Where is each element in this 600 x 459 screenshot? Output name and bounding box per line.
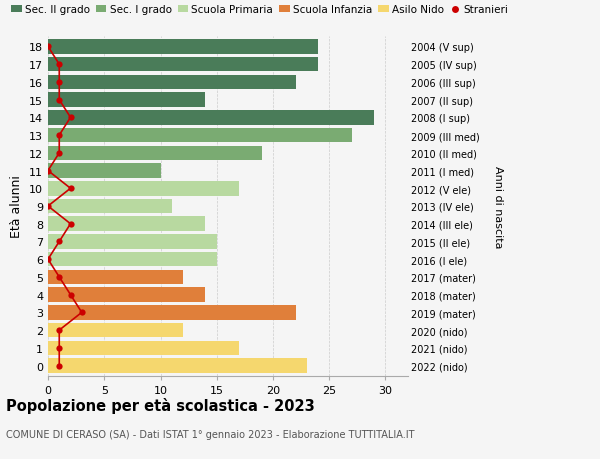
Y-axis label: Anni di nascita: Anni di nascita (493, 165, 503, 248)
Bar (48, 75, 296, 90)
Bar (48, 252, 217, 267)
Text: Popolazione per età scolastica - 2023: Popolazione per età scolastica - 2023 (6, 397, 315, 413)
Bar (48, 111, 374, 125)
Bar (48, 270, 183, 285)
Bar (48, 164, 161, 179)
Y-axis label: Età alunni: Età alunni (10, 175, 23, 238)
Bar (48, 182, 239, 196)
Bar (48, 40, 318, 55)
Bar (48, 235, 217, 249)
Bar (48, 288, 205, 302)
Bar (48, 199, 172, 214)
Bar (48, 58, 318, 72)
Bar (48, 93, 205, 108)
Legend: Sec. II grado, Sec. I grado, Scuola Primaria, Scuola Infanzia, Asilo Nido, Stran: Sec. II grado, Sec. I grado, Scuola Prim… (11, 5, 509, 15)
Bar (48, 341, 239, 355)
Bar (48, 358, 307, 373)
Bar (48, 323, 183, 338)
Text: COMUNE DI CERASO (SA) - Dati ISTAT 1° gennaio 2023 - Elaborazione TUTTITALIA.IT: COMUNE DI CERASO (SA) - Dati ISTAT 1° ge… (6, 429, 415, 439)
Bar (48, 217, 205, 231)
Bar (48, 146, 262, 161)
Bar (48, 305, 296, 320)
Bar (48, 129, 352, 143)
